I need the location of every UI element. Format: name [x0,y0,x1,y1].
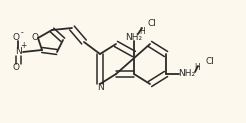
Text: N: N [15,47,21,56]
Text: O: O [31,32,39,41]
Text: +: + [20,41,26,51]
Text: -: - [21,29,23,38]
Text: H: H [139,26,145,36]
Text: O: O [13,33,19,43]
Text: Cl: Cl [205,57,214,67]
Text: NH₂: NH₂ [125,33,143,43]
Text: H: H [194,63,200,72]
Text: NH₂: NH₂ [178,69,196,78]
Text: N: N [97,83,103,92]
Text: Cl: Cl [147,18,156,28]
Text: O: O [13,62,19,71]
